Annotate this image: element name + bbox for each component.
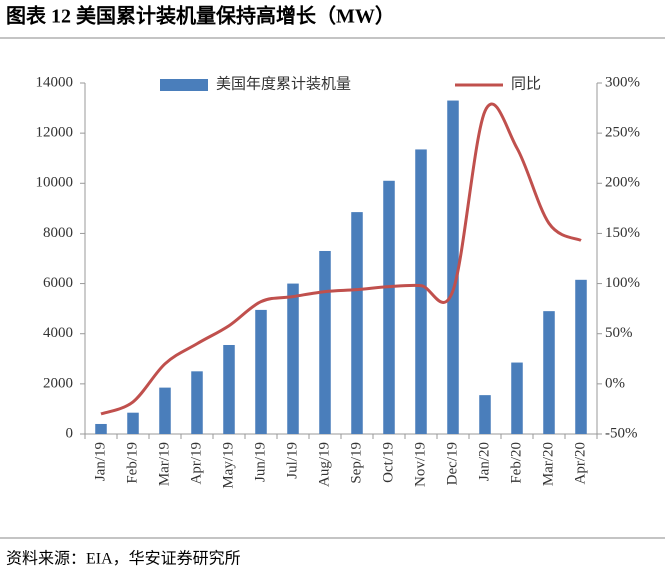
y2-tick-label: -50% xyxy=(605,425,638,441)
bar xyxy=(479,395,491,434)
legend-label: 同比 xyxy=(511,75,541,92)
bar xyxy=(159,387,171,434)
y2-tick-label: 50% xyxy=(605,325,633,341)
bar xyxy=(415,149,427,435)
y2-tick-label: 150% xyxy=(605,225,640,241)
x-tick-label: Apr/19 xyxy=(188,442,204,485)
y-tick-label: 10000 xyxy=(36,175,74,191)
bar xyxy=(447,100,459,435)
bar xyxy=(191,371,203,434)
x-tick-label: Aug/19 xyxy=(316,442,332,487)
x-tick-label: Jan/20 xyxy=(476,442,492,481)
y2-tick-label: 200% xyxy=(605,175,640,191)
y2-tick-label: 0% xyxy=(605,375,625,391)
source: 资料来源：EIA，华安证券研究所 xyxy=(6,550,241,568)
y-tick-label: 8000 xyxy=(43,225,73,241)
bar xyxy=(127,412,139,434)
y2-tick-label: 250% xyxy=(605,125,640,141)
x-tick-label: Jan/19 xyxy=(92,442,108,481)
y-tick-label: 2000 xyxy=(43,375,73,391)
x-tick-label: Mar/19 xyxy=(156,442,172,486)
y-tick-label: 0 xyxy=(66,425,74,441)
x-tick-label: Sep/19 xyxy=(348,442,364,484)
x-tick-label: Nov/19 xyxy=(412,442,428,487)
bar xyxy=(287,283,299,434)
x-tick-label: Jun/19 xyxy=(252,442,268,482)
x-tick-label: Dec/19 xyxy=(444,442,460,485)
x-tick-label: Feb/19 xyxy=(124,442,140,484)
x-tick-label: Oct/19 xyxy=(380,442,396,483)
x-tick-label: Apr/20 xyxy=(572,442,588,485)
bar xyxy=(255,309,267,434)
bar xyxy=(575,279,587,434)
bar xyxy=(383,180,395,434)
y-tick-label: 6000 xyxy=(43,275,73,291)
bar xyxy=(543,311,555,434)
x-tick-label: May/19 xyxy=(220,442,236,489)
legend-label: 美国年度累计装机量 xyxy=(216,75,351,92)
bar xyxy=(511,362,523,434)
bar xyxy=(319,250,331,434)
x-tick-label: Mar/20 xyxy=(540,442,556,486)
y-tick-label: 14000 xyxy=(36,74,74,90)
chart-title: 图表 12 美国累计装机量保持高增长（MW） xyxy=(6,4,395,28)
y2-tick-label: 300% xyxy=(605,74,640,90)
x-tick-label: Feb/20 xyxy=(508,442,524,484)
bar xyxy=(95,423,107,434)
y-tick-label: 4000 xyxy=(43,325,73,341)
bar xyxy=(351,212,363,434)
x-tick-label: Jul/19 xyxy=(284,442,300,479)
y2-tick-label: 100% xyxy=(605,275,640,291)
bar xyxy=(223,344,235,434)
line xyxy=(100,102,582,416)
legend-swatch xyxy=(160,79,208,91)
y-tick-label: 12000 xyxy=(36,125,74,141)
